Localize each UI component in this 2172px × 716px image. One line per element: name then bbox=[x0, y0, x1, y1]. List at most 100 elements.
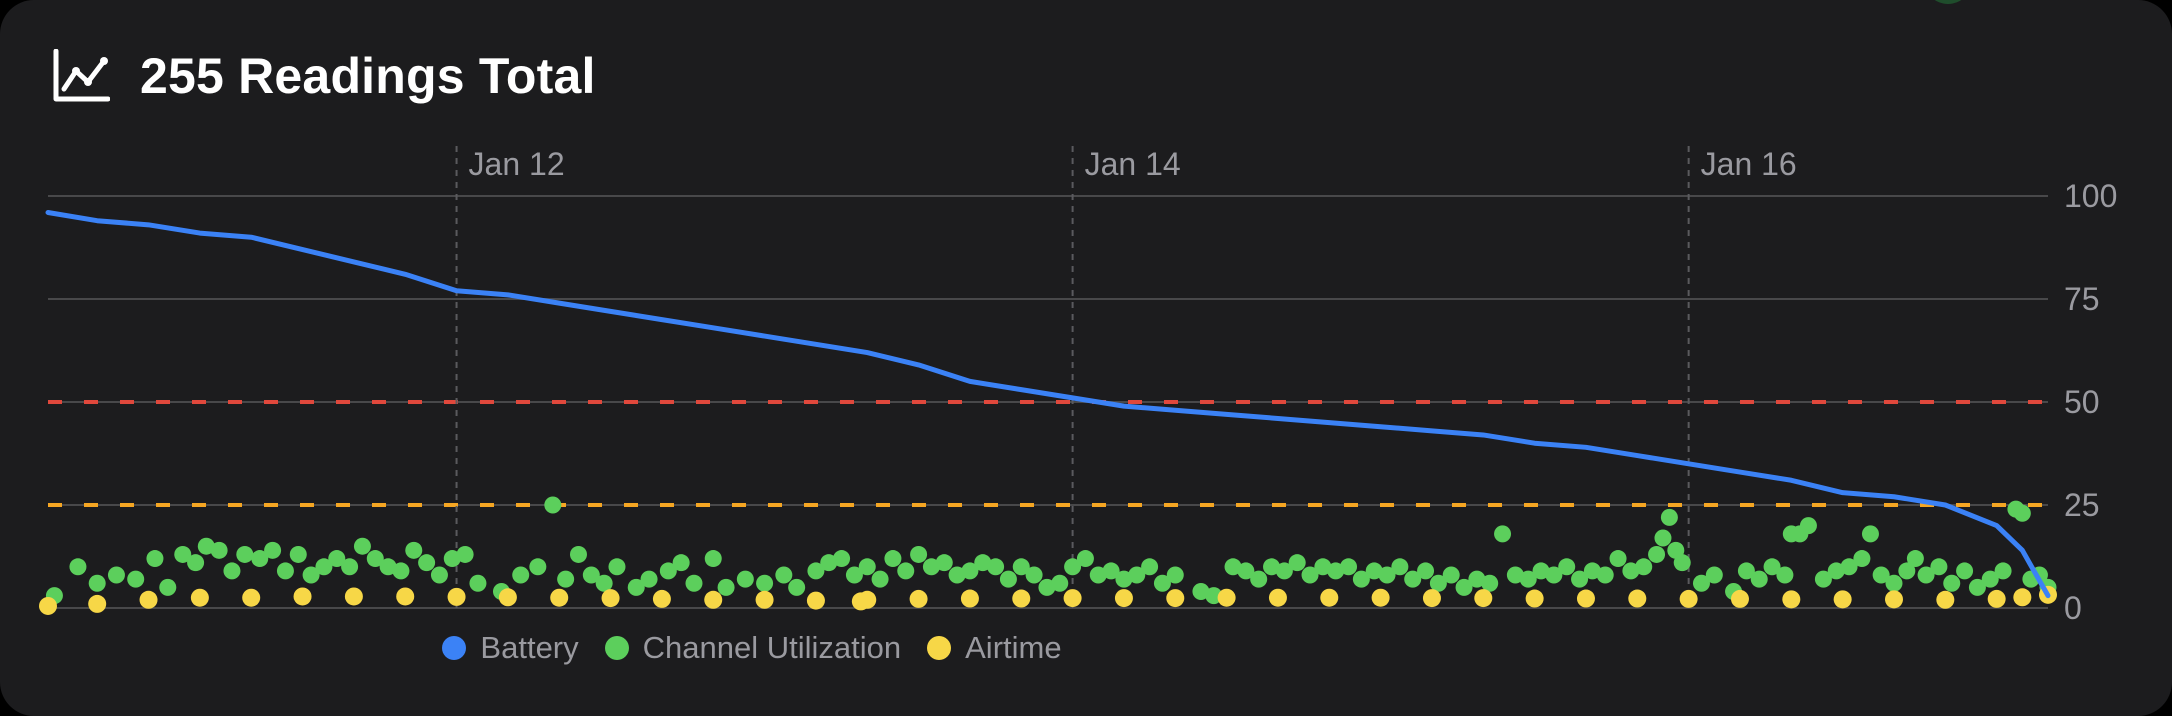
channel-utilization-point bbox=[961, 562, 979, 580]
channel-utilization-point bbox=[1814, 570, 1832, 588]
channel-utilization-point bbox=[529, 558, 547, 576]
airtime-point bbox=[909, 589, 928, 608]
channel-utilization-point bbox=[948, 566, 966, 584]
channel-utilization-point bbox=[1192, 583, 1210, 601]
airtime-point bbox=[1936, 590, 1955, 609]
channel-utilization-point bbox=[1237, 562, 1255, 580]
channel-utilization-point bbox=[640, 570, 658, 588]
y-tick-label: 0 bbox=[2064, 590, 2082, 626]
channel-utilization-point bbox=[1314, 558, 1332, 576]
channel-utilization-point bbox=[1038, 578, 1056, 596]
channel-utilization-point bbox=[1840, 558, 1858, 576]
channel-utilization-point bbox=[1994, 562, 2012, 580]
channel-utilization-point bbox=[1275, 562, 1293, 580]
channel-utilization-point bbox=[1076, 550, 1094, 568]
channel-utilization-point bbox=[1089, 566, 1107, 584]
channel-utilization-point bbox=[871, 570, 889, 588]
channel-utilization-point bbox=[627, 578, 645, 596]
channel-utilization-point bbox=[1417, 562, 1435, 580]
airtime-point bbox=[1730, 589, 1749, 608]
channel-utilization-point bbox=[1141, 558, 1159, 576]
battery-line bbox=[45, 209, 2051, 599]
legend-label: Airtime bbox=[965, 630, 1062, 665]
airtime-point bbox=[1525, 589, 1544, 608]
channel-utilization-point bbox=[353, 537, 371, 555]
legend-item-channel-utilization: Channel Utilization bbox=[604, 630, 902, 666]
legend-item-battery: Battery bbox=[442, 630, 579, 666]
channel-utilization-point bbox=[1763, 558, 1781, 576]
legend-label: Channel Utilization bbox=[642, 630, 902, 665]
channel-utilization-point bbox=[788, 578, 806, 596]
channel-utilization-point bbox=[1153, 574, 1171, 592]
channel-utilization-point bbox=[1250, 570, 1268, 588]
channel-utilization-point bbox=[1596, 566, 1614, 584]
channel-utilization-point bbox=[430, 566, 448, 584]
channel-utilization-point bbox=[935, 554, 953, 572]
y-tick-label: 75 bbox=[2064, 281, 2100, 317]
channel-utilization-point bbox=[1340, 558, 1358, 576]
channel-utilization-point bbox=[1943, 574, 1961, 592]
channel-utilization-point bbox=[456, 545, 474, 563]
channel-utilization-point bbox=[146, 550, 164, 568]
channel-utilization-point bbox=[845, 566, 863, 584]
channel-utilization-point bbox=[315, 558, 333, 576]
channel-utilization-point bbox=[1519, 570, 1537, 588]
channel-utilization-point bbox=[1898, 562, 1916, 580]
channel-utilization-point bbox=[833, 550, 851, 568]
channel-utilization-point bbox=[775, 566, 793, 584]
channel-utilization-point bbox=[1288, 554, 1306, 572]
channel-utilization-point bbox=[1654, 529, 1672, 547]
channel-utilization-point bbox=[1799, 517, 1817, 535]
channel-utilization-point bbox=[1404, 570, 1422, 588]
channel-utilization-point bbox=[405, 541, 423, 559]
channel-utilization-point bbox=[672, 554, 690, 572]
airtime-point bbox=[1217, 588, 1236, 607]
channel-utilization-point bbox=[897, 562, 915, 580]
channel-utilization-point bbox=[88, 574, 106, 592]
airtime-point bbox=[1679, 589, 1698, 608]
channel-utilization-point bbox=[1455, 578, 1473, 596]
channel-utilization-point bbox=[1872, 566, 1890, 584]
channel-utilization-point bbox=[1885, 574, 1903, 592]
airtime-point bbox=[1628, 589, 1647, 608]
channel-utilization-point bbox=[1571, 570, 1589, 588]
channel-utilization-point bbox=[2013, 504, 2031, 522]
channel-utilization-point bbox=[1391, 558, 1409, 576]
avatar[interactable] bbox=[1924, 0, 1972, 4]
channel-utilization-point bbox=[685, 574, 703, 592]
channel-utilization-point bbox=[328, 550, 346, 568]
channel-utilization-point bbox=[1968, 578, 1986, 596]
channel-utilization-point bbox=[107, 566, 125, 584]
channel-utilization-point bbox=[392, 562, 410, 580]
airtime-point bbox=[960, 589, 979, 608]
airtime-point bbox=[1782, 590, 1801, 609]
channel-utilization-point bbox=[1906, 550, 1924, 568]
channel-utilization-point bbox=[608, 558, 626, 576]
channel-utilization-point bbox=[922, 558, 940, 576]
chart-title: 255 Readings Total bbox=[140, 48, 596, 104]
channel-utilization-point bbox=[187, 554, 205, 572]
channel-utilization-point bbox=[1102, 562, 1120, 580]
airtime-point bbox=[190, 588, 209, 607]
airtime-point bbox=[858, 590, 877, 609]
channel-utilization-point bbox=[341, 558, 359, 576]
channel-utilization-point bbox=[469, 574, 487, 592]
channel-utilization-point bbox=[512, 566, 530, 584]
channel-utilization-point bbox=[544, 496, 562, 514]
channel-utilization-point bbox=[1378, 566, 1396, 584]
airtime-point bbox=[39, 596, 57, 615]
channel-utilization-point bbox=[1224, 558, 1242, 576]
channel-utilization-point bbox=[582, 566, 600, 584]
channel-utilization-point bbox=[704, 550, 722, 568]
channel-utilization-point bbox=[1673, 554, 1691, 572]
channel-utilization-point bbox=[1263, 558, 1281, 576]
airtime-point bbox=[447, 587, 466, 606]
channel-utilization-point bbox=[1442, 566, 1460, 584]
airtime-point bbox=[1576, 589, 1595, 608]
airtime-point bbox=[1166, 589, 1185, 608]
airtime-point bbox=[344, 587, 363, 606]
channel-utilization-point bbox=[1776, 566, 1794, 584]
airtime-point bbox=[1371, 588, 1390, 607]
channel-utilization-point bbox=[443, 550, 461, 568]
